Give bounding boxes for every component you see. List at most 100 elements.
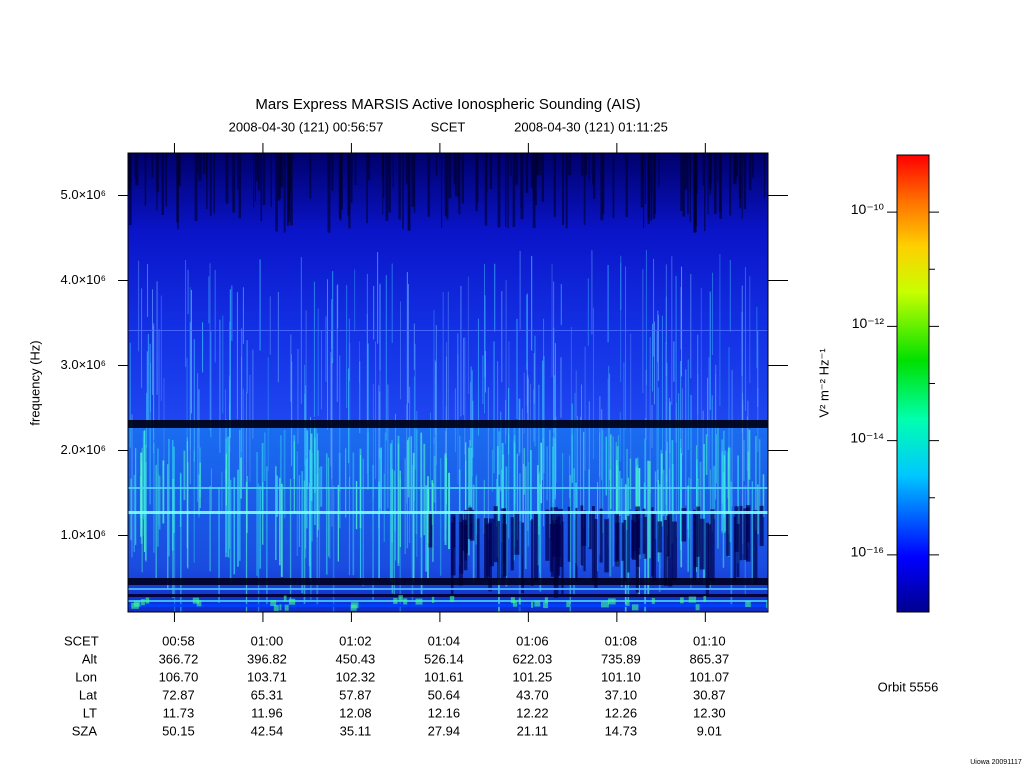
texture: [554, 438, 556, 500]
texture: [521, 522, 525, 594]
texture: [240, 457, 242, 499]
texture: [464, 509, 468, 553]
ephemeris-cell: 396.82: [247, 651, 287, 666]
texture: [277, 292, 279, 383]
texture: [305, 385, 307, 549]
texture: [160, 295, 162, 401]
x-tick-label: 01:02: [339, 633, 372, 648]
texture: [196, 600, 202, 607]
texture: [450, 522, 454, 595]
texture: [730, 481, 733, 607]
texture: [591, 506, 595, 581]
texture: [156, 281, 158, 395]
texture: [304, 459, 307, 558]
texture: [378, 448, 381, 509]
texture: [715, 364, 717, 499]
texture: [484, 295, 486, 378]
y-axis-label: frequency (Hz): [27, 340, 42, 425]
texture: [433, 437, 435, 489]
texture: [210, 331, 212, 438]
texture: [400, 301, 402, 400]
texture: [392, 153, 394, 188]
texture: [398, 153, 401, 220]
texture: [330, 352, 332, 467]
texture: [397, 443, 400, 564]
texture: [534, 600, 541, 607]
texture: [209, 263, 211, 431]
x-tick-label: 00:58: [162, 633, 195, 648]
texture: [653, 258, 655, 357]
texture: [615, 441, 617, 525]
texture: [739, 505, 743, 561]
texture: [354, 269, 356, 332]
texture: [553, 507, 558, 557]
texture: [484, 263, 486, 414]
texture: [128, 578, 768, 585]
texture: [752, 153, 754, 178]
texture: [475, 153, 478, 212]
texture: [690, 478, 692, 590]
texture: [530, 153, 534, 188]
texture: [487, 387, 489, 539]
texture: [602, 429, 604, 533]
texture: [355, 481, 358, 530]
texture: [331, 329, 333, 479]
texture: [213, 153, 215, 214]
texture: [367, 432, 369, 490]
texture: [140, 452, 142, 537]
texture: [464, 442, 467, 551]
texture: [214, 269, 216, 363]
ephemeris-row-name: Lat: [79, 687, 97, 702]
texture: [513, 440, 515, 561]
texture: [663, 519, 668, 586]
texture: [387, 384, 389, 509]
texture: [347, 153, 351, 216]
texture: [171, 439, 174, 551]
texture: [431, 480, 433, 525]
texture: [428, 511, 433, 548]
texture: [531, 601, 534, 608]
texture: [283, 429, 286, 519]
texture: [482, 355, 484, 405]
ephemeris-cell: 21.11: [517, 723, 549, 738]
texture: [537, 153, 539, 177]
texture: [751, 481, 754, 583]
texture: [316, 473, 319, 606]
texture: [427, 153, 431, 217]
texture: [620, 255, 622, 310]
texture: [685, 369, 687, 506]
texture: [534, 335, 536, 447]
texture: [411, 464, 414, 602]
texture: [574, 392, 576, 520]
texture: [394, 487, 396, 532]
texture: [128, 330, 768, 331]
texture: [310, 452, 313, 542]
ephemeris-cell: 50.64: [428, 687, 461, 702]
texture: [682, 153, 686, 217]
texture: [744, 267, 746, 411]
texture: [346, 285, 348, 408]
x-tick-label: 01:10: [693, 633, 726, 648]
texture: [187, 269, 189, 315]
texture: [709, 291, 711, 410]
texture: [147, 263, 149, 317]
y-tick-label: 4.0×10⁶: [61, 272, 106, 287]
ephemeris-cell: 101.61: [424, 669, 464, 684]
texture: [483, 479, 485, 534]
texture: [739, 153, 742, 209]
texture: [619, 412, 621, 462]
texture: [128, 420, 768, 428]
texture: [475, 476, 477, 545]
texture: [608, 365, 610, 518]
texture: [651, 597, 655, 604]
texture: [461, 153, 465, 204]
texture: [266, 466, 268, 605]
texture: [525, 153, 529, 194]
texture: [146, 351, 148, 422]
texture: [757, 331, 759, 407]
texture: [723, 455, 726, 515]
texture: [568, 455, 571, 498]
texture: [497, 153, 501, 228]
texture: [255, 153, 258, 182]
texture: [705, 522, 709, 597]
